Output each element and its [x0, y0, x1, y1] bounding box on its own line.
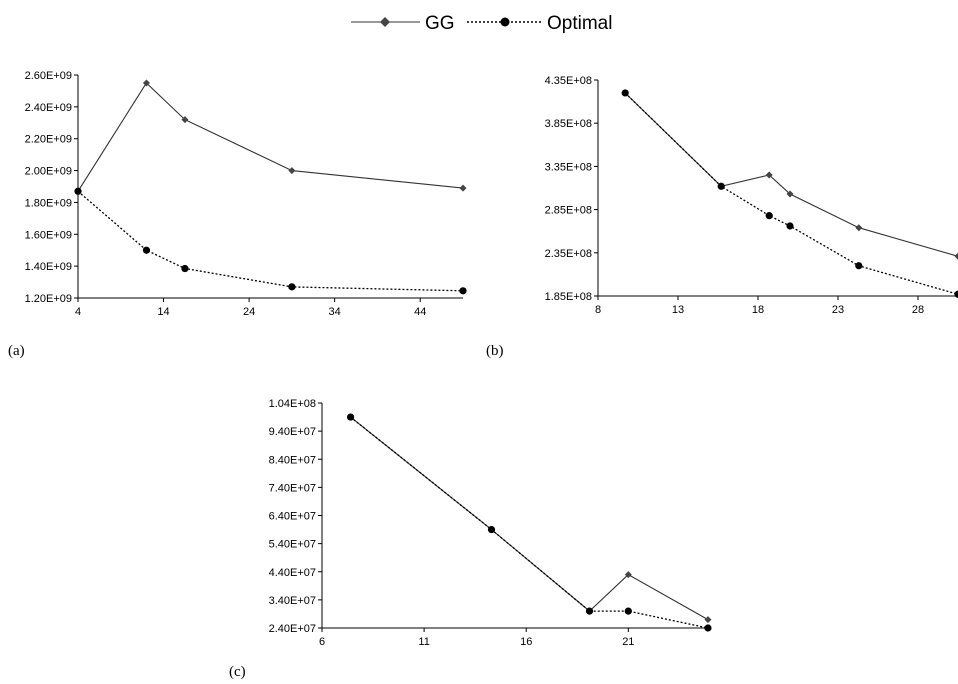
- data-point-optimal: [704, 624, 712, 632]
- legend-optimal-label: Optimal: [547, 13, 612, 34]
- chart-panel-a: 1.20E+09 1.40E+09 1.60E+09 1.80E+09 2.00E+09…: [8, 70, 467, 359]
- data-point-optimal: [585, 607, 594, 615]
- data-point-gg: [954, 252, 958, 260]
- data-point-optimal: [142, 246, 151, 254]
- x-tick-label: 18: [752, 304, 764, 316]
- data-point-optimal: [621, 89, 629, 97]
- y-tick-label: 2.85E+08: [545, 205, 592, 217]
- data-point-optimal: [624, 607, 632, 615]
- data-point-optimal: [717, 182, 725, 190]
- data-point-gg: [855, 224, 863, 232]
- y-tick-label: 5.40E+07: [269, 539, 316, 551]
- y-tick-label: 1.04E+08: [269, 398, 316, 410]
- series-line-gg: [350, 416, 709, 621]
- data-point-gg: [704, 616, 712, 624]
- series-line-optimal: [624, 92, 958, 295]
- y-tick-label: 1.60E+09: [25, 229, 72, 241]
- data-point-gg: [786, 190, 794, 198]
- panel-label: (b): [486, 343, 504, 359]
- data-point-optimal: [346, 413, 355, 421]
- panel-label: (c): [229, 664, 246, 680]
- data-point-optimal: [181, 264, 189, 273]
- legend-optimal-marker: [500, 17, 510, 27]
- y-tick-label: 6.40E+07: [269, 511, 316, 523]
- x-tick-label: 13: [672, 304, 684, 316]
- legend-gg-label: GG: [425, 13, 455, 34]
- series-line-gg: [624, 92, 958, 257]
- y-tick-label: 7.40E+07: [269, 482, 316, 494]
- y-tick-label: 3.35E+08: [545, 161, 592, 173]
- x-tick-label: 16: [520, 636, 532, 648]
- y-tick-label: 1.40E+09: [25, 261, 72, 273]
- data-point-optimal: [786, 222, 794, 230]
- data-point-gg: [765, 171, 773, 179]
- y-tick-label: 1.20E+09: [25, 293, 72, 305]
- x-tick-label: 6: [319, 636, 325, 648]
- y-tick-label: 2.35E+08: [545, 248, 592, 260]
- y-tick-label: 1.85E+08: [545, 291, 592, 303]
- y-tick-label: 3.40E+07: [269, 595, 316, 607]
- data-point-gg: [459, 184, 467, 192]
- y-tick-label: 2.20E+09: [25, 134, 72, 146]
- data-point-optimal: [954, 290, 958, 298]
- data-point-gg: [181, 116, 189, 124]
- data-point-gg: [142, 79, 150, 87]
- chart-panel-c: 2.40E+07 3.40E+07 4.40E+07 5.40E+07 6.40E+07…: [229, 398, 712, 680]
- data-point-optimal: [459, 287, 467, 295]
- data-point-optimal: [487, 525, 496, 534]
- legend-gg-marker: [380, 17, 390, 27]
- series-line-gg: [77, 82, 464, 192]
- chart-panel-b: 1.85E+08 2.35E+08 2.85E+08 3.35E+08 3.85E+08…: [486, 75, 958, 359]
- y-tick-label: 2.40E+07: [269, 623, 316, 635]
- x-tick-label: 21: [622, 636, 634, 648]
- series-line-optimal: [350, 416, 709, 629]
- x-tick-label: 8: [595, 304, 601, 316]
- x-tick-label: 23: [832, 304, 844, 316]
- y-tick-label: 8.40E+07: [269, 454, 316, 466]
- y-tick-label: 2.40E+09: [25, 102, 72, 114]
- x-tick-label: 44: [414, 306, 426, 318]
- x-tick-label: 34: [329, 306, 341, 318]
- x-tick-label: 24: [243, 306, 255, 318]
- data-point-optimal: [765, 212, 773, 220]
- y-tick-label: 2.60E+09: [25, 70, 72, 82]
- x-tick-label: 11: [418, 636, 429, 648]
- series-line-optimal: [77, 190, 464, 292]
- y-tick-label: 4.35E+08: [545, 75, 592, 87]
- y-tick-label: 3.85E+08: [545, 118, 592, 130]
- legend: GG Optimal: [351, 13, 612, 34]
- y-tick-label: 4.40E+07: [269, 567, 316, 579]
- x-tick-label: 4: [75, 306, 81, 318]
- x-tick-label: 28: [912, 304, 924, 316]
- data-point-optimal: [855, 262, 863, 270]
- panel-label: (a): [8, 343, 25, 359]
- y-tick-label: 1.80E+09: [25, 197, 72, 209]
- y-tick-label: 9.40E+07: [269, 426, 316, 438]
- data-point-gg: [624, 571, 632, 579]
- y-tick-label: 2.00E+09: [25, 166, 72, 178]
- data-point-optimal: [74, 187, 82, 195]
- data-point-optimal: [288, 283, 296, 291]
- x-tick-label: 14: [157, 306, 169, 318]
- data-point-gg: [288, 167, 296, 175]
